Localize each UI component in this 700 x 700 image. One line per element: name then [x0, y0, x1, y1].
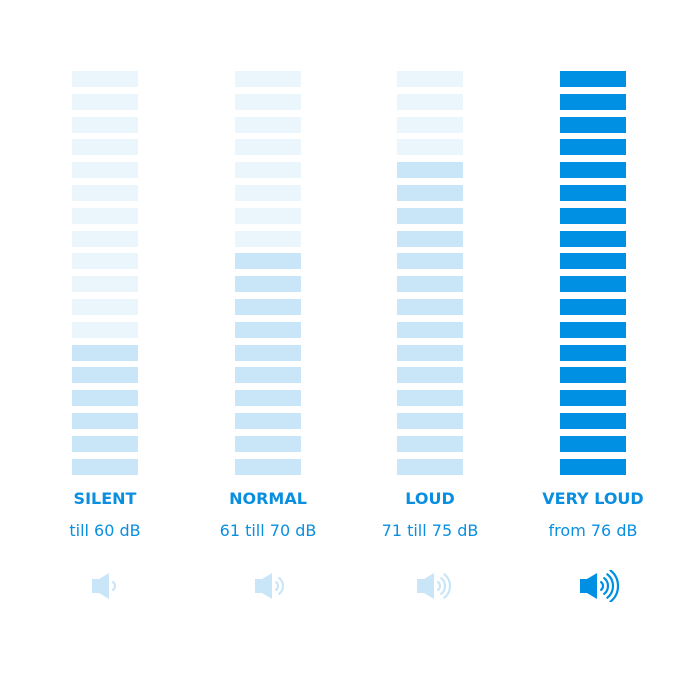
- meter-segment-active: [560, 321, 626, 338]
- meter-segment-active: [560, 413, 626, 429]
- meter-segment-active: [72, 367, 138, 384]
- level-range: 71 till 75 dB: [381, 521, 479, 540]
- meter-segment-active: [560, 390, 626, 407]
- meter-segment-inactive: [72, 321, 138, 338]
- meter-segment-active: [235, 321, 301, 338]
- meter-segment-active: [235, 458, 301, 475]
- speaker-2-waves-icon: [255, 573, 285, 599]
- meter-segment-inactive: [235, 116, 301, 133]
- meter-segment-inactive: [397, 71, 463, 87]
- meter-segment-active: [72, 458, 138, 475]
- speaker-1-wave-icon: [92, 573, 117, 599]
- meter-segment-active: [397, 458, 463, 475]
- meter-segment-inactive: [72, 162, 138, 179]
- meter-segment-active: [72, 413, 138, 429]
- meter-segment-inactive: [397, 93, 463, 110]
- meter-segment-inactive: [397, 139, 463, 156]
- meter-segment-active: [397, 162, 463, 179]
- level-label: NORMAL: [229, 489, 307, 508]
- meter-segment-active: [397, 230, 463, 247]
- meter-segment-active: [235, 413, 301, 429]
- meter-segment-active: [560, 116, 626, 133]
- speaker-3-waves-icon: [417, 573, 452, 599]
- meter-segment-active: [560, 458, 626, 475]
- meter-segment-active: [397, 367, 463, 384]
- meter-segment-inactive: [235, 71, 301, 87]
- meter-segment-inactive: [72, 230, 138, 247]
- level-label: LOUD: [405, 489, 455, 508]
- meter-segment-active: [397, 321, 463, 338]
- meter-segment-active: [560, 185, 626, 201]
- meter-segment-inactive: [72, 253, 138, 270]
- meter-segment-active: [397, 344, 463, 361]
- meter-segment-active: [397, 413, 463, 429]
- meter-segment-active: [397, 435, 463, 452]
- level-label: VERY LOUD: [542, 489, 644, 508]
- meter-segment-inactive: [72, 93, 138, 110]
- level-label: SILENT: [73, 489, 137, 508]
- meter-segment-active: [560, 344, 626, 361]
- meter-segment-active: [397, 390, 463, 407]
- level-range: from 76 dB: [548, 521, 638, 540]
- meter-segment-active: [72, 344, 138, 361]
- meter-segment-inactive: [235, 93, 301, 110]
- meter-segment-active: [397, 207, 463, 224]
- meter-segment-active: [397, 276, 463, 293]
- meter-segment-active: [560, 162, 626, 179]
- meter-segment-inactive: [72, 116, 138, 133]
- meter-segment-active: [560, 139, 626, 156]
- meter-segment-active: [560, 435, 626, 452]
- meter-segment-active: [397, 253, 463, 270]
- level-range: till 60 dB: [69, 521, 141, 540]
- meter-segment-inactive: [397, 116, 463, 133]
- meter-segment-active: [560, 71, 626, 87]
- meter-segment-active: [235, 390, 301, 407]
- meter-segment-active: [560, 207, 626, 224]
- meter-segment-inactive: [72, 185, 138, 201]
- meter-segment-inactive: [72, 276, 138, 293]
- meter-segment-inactive: [235, 207, 301, 224]
- meter-segment-active: [560, 367, 626, 384]
- meter-segment-active: [397, 299, 463, 315]
- meter-segment-active: [235, 276, 301, 293]
- meter-segment-active: [560, 253, 626, 270]
- meter-segment-active: [235, 367, 301, 384]
- meter-segment-active: [235, 344, 301, 361]
- meter-segment-active: [235, 253, 301, 270]
- speaker-4-waves-icon: [580, 570, 620, 602]
- meter-segment-inactive: [72, 71, 138, 87]
- meter-segment-active: [560, 299, 626, 315]
- meter-segment-inactive: [72, 299, 138, 315]
- meter-segment-active: [72, 390, 138, 407]
- meter-segment-active: [560, 230, 626, 247]
- meter-segment-inactive: [72, 139, 138, 156]
- meter-segment-inactive: [235, 139, 301, 156]
- meter-segment-inactive: [235, 162, 301, 179]
- meter-segment-inactive: [235, 230, 301, 247]
- meter-segment-active: [235, 435, 301, 452]
- meter-segment-active: [397, 185, 463, 201]
- meter-segment-active: [560, 93, 626, 110]
- meter-segment-inactive: [235, 185, 301, 201]
- meter-segment-inactive: [72, 207, 138, 224]
- meter-segment-active: [72, 435, 138, 452]
- level-range: 61 till 70 dB: [219, 521, 317, 540]
- meter-segment-active: [560, 276, 626, 293]
- meter-segment-active: [235, 299, 301, 315]
